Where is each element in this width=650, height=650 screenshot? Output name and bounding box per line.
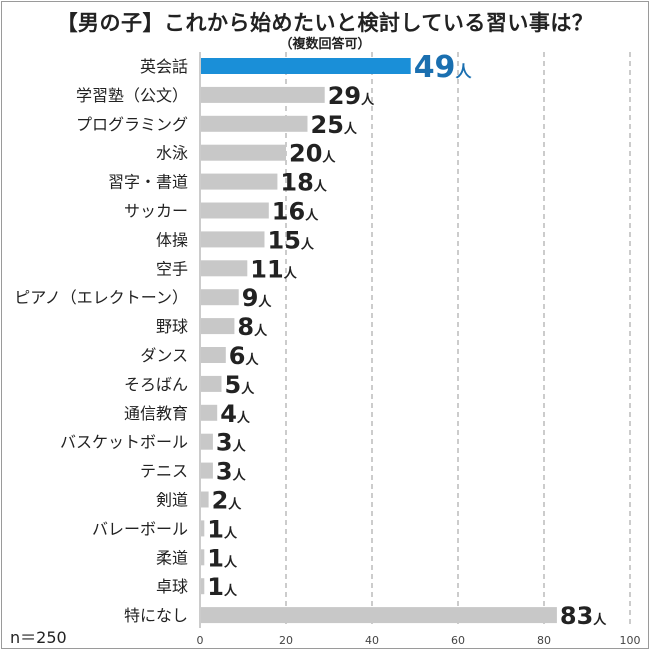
x-tick-label: 40 <box>365 634 379 647</box>
category-label: サッカー <box>124 202 188 221</box>
bar <box>201 289 239 306</box>
category-label: 野球 <box>156 317 188 336</box>
category-label: ピアノ（エレクトーン） <box>14 288 188 307</box>
category-label: 英会話 <box>140 57 188 76</box>
value-label: 3人 <box>216 429 247 457</box>
category-label: バレーボール <box>92 519 188 538</box>
bar <box>201 86 325 103</box>
bar <box>201 318 235 335</box>
bar <box>201 375 222 392</box>
value-label: 25人 <box>311 111 358 139</box>
category-label: そろばん <box>124 375 188 394</box>
bar <box>201 404 218 421</box>
value-label: 3人 <box>216 458 247 486</box>
category-label: 水泳 <box>156 144 188 163</box>
x-tick-label: 0 <box>197 634 204 647</box>
value-label: 1人 <box>207 544 238 572</box>
category-label: 剣道 <box>156 491 188 510</box>
value-label: 83人 <box>560 602 607 630</box>
value-label: 1人 <box>207 515 238 543</box>
bar <box>201 115 308 132</box>
bar <box>201 520 205 537</box>
category-label: プログラミング <box>76 115 188 134</box>
bar <box>201 202 269 219</box>
value-label: 18人 <box>280 169 327 197</box>
value-label: 15人 <box>268 226 315 254</box>
x-tick-label: 100 <box>620 634 641 647</box>
bar <box>201 231 265 248</box>
category-label: 習字・書道 <box>108 173 188 192</box>
bar <box>201 462 213 479</box>
value-label: 16人 <box>272 198 319 226</box>
bar <box>201 58 411 74</box>
bar <box>201 578 205 595</box>
category-label: 特になし <box>124 606 188 625</box>
value-label: 2人 <box>212 487 243 515</box>
bar <box>201 347 226 363</box>
bar <box>201 491 209 508</box>
bar <box>201 433 213 450</box>
value-label: 6人 <box>229 342 260 370</box>
value-label: 4人 <box>220 400 251 428</box>
category-label: バスケットボール <box>60 433 188 452</box>
chart-title: 【男の子】これから始めたいと検討している習い事は？ <box>56 11 594 35</box>
x-tick-label: 60 <box>451 634 465 647</box>
category-label: 空手 <box>156 259 188 278</box>
value-label: 8人 <box>237 313 268 341</box>
value-label: 5人 <box>225 371 256 399</box>
category-label: 通信教育 <box>124 404 188 423</box>
bar <box>201 144 286 161</box>
category-label: 柔道 <box>156 548 188 567</box>
value-label: 1人 <box>207 573 238 601</box>
value-label: 11人 <box>250 255 297 283</box>
bar <box>201 173 278 190</box>
x-tick-label: 20 <box>279 634 293 647</box>
x-tick-label: 80 <box>537 634 551 647</box>
sample-size-label: n＝250 <box>10 628 67 647</box>
value-label: 9人 <box>242 284 273 312</box>
category-label: 体操 <box>156 230 188 249</box>
bar <box>201 260 248 277</box>
category-label: 卓球 <box>156 577 188 596</box>
value-label: 49人 <box>414 50 473 85</box>
category-label: 学習塾（公文） <box>76 86 188 105</box>
bar <box>201 607 557 624</box>
chart-subtitle: （複数回答可） <box>279 37 371 52</box>
category-label: ダンス <box>140 346 188 365</box>
category-label: テニス <box>140 462 188 481</box>
value-label: 20人 <box>289 140 336 168</box>
bar <box>201 549 205 566</box>
value-label: 29人 <box>328 82 375 110</box>
